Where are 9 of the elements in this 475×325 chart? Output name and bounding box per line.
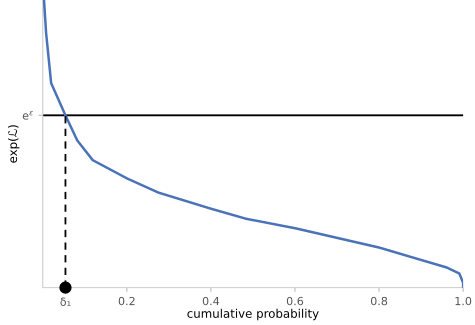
x-tick-label: 0.8 — [370, 296, 388, 306]
x-tick-label: 0.2 — [118, 296, 135, 306]
x-tick-label: 0.6 — [286, 296, 304, 306]
x-tick-label: 1.0 — [456, 296, 472, 306]
ref-line-label: e$^{ε}$ — [22, 110, 34, 120]
annotation: δ₁ — [60, 298, 70, 306]
x-axis-title: cumulative probability — [187, 308, 319, 320]
x-tick-label: 0.4 — [202, 296, 220, 306]
y-axis-title: exp(ℒ) — [8, 125, 20, 163]
